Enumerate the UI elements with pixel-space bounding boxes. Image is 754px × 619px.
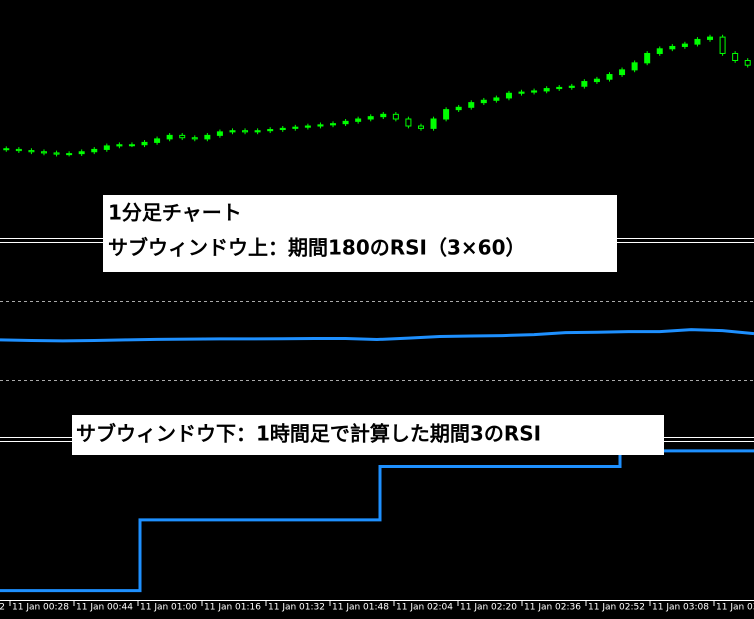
candle-body (254, 130, 261, 133)
x-tick-label: 11 Jan 00:28 (12, 603, 69, 613)
candle-body (531, 90, 538, 93)
candle-body (430, 118, 437, 129)
x-tick-label: 11 Jan 03:08 (652, 603, 709, 613)
annotation-box (103, 195, 617, 272)
candle-body (443, 109, 450, 120)
candle-body (229, 130, 236, 133)
candle-body (28, 150, 35, 153)
x-tick-label: 11 Jan 00:12 (0, 603, 5, 613)
x-tick-label: 11 Jan 02:36 (524, 603, 581, 613)
candle-body (279, 127, 286, 131)
candle-body (468, 102, 475, 108)
candle-body (304, 125, 311, 128)
candle-body (518, 91, 525, 94)
candle-body (556, 86, 563, 90)
candle-body (116, 144, 123, 147)
candle-body (581, 81, 588, 87)
candle-body (631, 62, 638, 71)
annotation-box (72, 415, 664, 455)
x-tick-label: 11 Jan 02:52 (588, 603, 645, 613)
candle-body (103, 145, 110, 150)
x-tick-label: 11 Jan 01:48 (332, 603, 389, 613)
x-tick-label: 11 Jan 01:00 (140, 603, 197, 613)
candle-body (40, 151, 47, 154)
candle-body (417, 125, 424, 129)
candle-body (392, 113, 399, 120)
rsi-line (0, 328, 754, 343)
candle-body (669, 45, 676, 50)
candle-body (505, 92, 512, 99)
candle-body (53, 152, 60, 155)
x-tick-label: 11 Jan 01:16 (204, 603, 261, 613)
candle-body (317, 124, 324, 127)
candle-body (330, 123, 337, 126)
candle-body (78, 151, 85, 155)
x-tick-label: 11 Jan 00:44 (76, 603, 133, 613)
candle-body (744, 60, 751, 66)
x-tick-label: 11 Jan 02:20 (460, 603, 517, 613)
candle-body (204, 134, 211, 140)
candle-body (405, 118, 412, 127)
candle-body (480, 99, 487, 104)
candle-body (619, 69, 626, 76)
candle-body (154, 138, 161, 143)
candle-body (707, 36, 714, 40)
candle-body (179, 134, 186, 139)
candle-body (681, 43, 688, 47)
annotation: 1分足チャート (108, 201, 242, 225)
candle-body (292, 126, 299, 129)
candle-body (342, 120, 349, 125)
annotation: サブウィンドウ上：期間180のRSI（3×60） (108, 236, 526, 260)
candle-body (380, 113, 387, 118)
candle-body (656, 48, 663, 54)
candle-body (66, 153, 73, 156)
candle-body (141, 141, 148, 146)
x-tick-label: 11 Jan 02:04 (396, 603, 453, 613)
candle-body (242, 130, 249, 133)
candle-body (3, 148, 10, 151)
candle-body (128, 144, 135, 147)
candle-body (694, 38, 701, 45)
candle-body (166, 134, 173, 140)
annotation: サブウィンドウ下：1時間足で計算した期間3のRSI (76, 422, 541, 446)
candle-body (355, 118, 362, 122)
x-tick-label: 11 Jan 03:24 (716, 603, 754, 613)
candle-body (543, 88, 550, 92)
candle-body (216, 131, 223, 136)
candle-body (493, 97, 500, 101)
candle-body (606, 74, 613, 80)
candle-body (455, 106, 462, 111)
candle-body (568, 85, 575, 88)
candle-body (593, 78, 600, 83)
x-tick-label: 11 Jan 01:32 (268, 603, 325, 613)
candle-body (91, 148, 98, 153)
candle-body (15, 148, 22, 152)
candle-body (719, 36, 726, 54)
candle-body (367, 116, 374, 120)
candle-body (732, 52, 739, 61)
candle-body (191, 137, 198, 140)
candle-body (644, 52, 651, 64)
candle-body (267, 129, 274, 132)
